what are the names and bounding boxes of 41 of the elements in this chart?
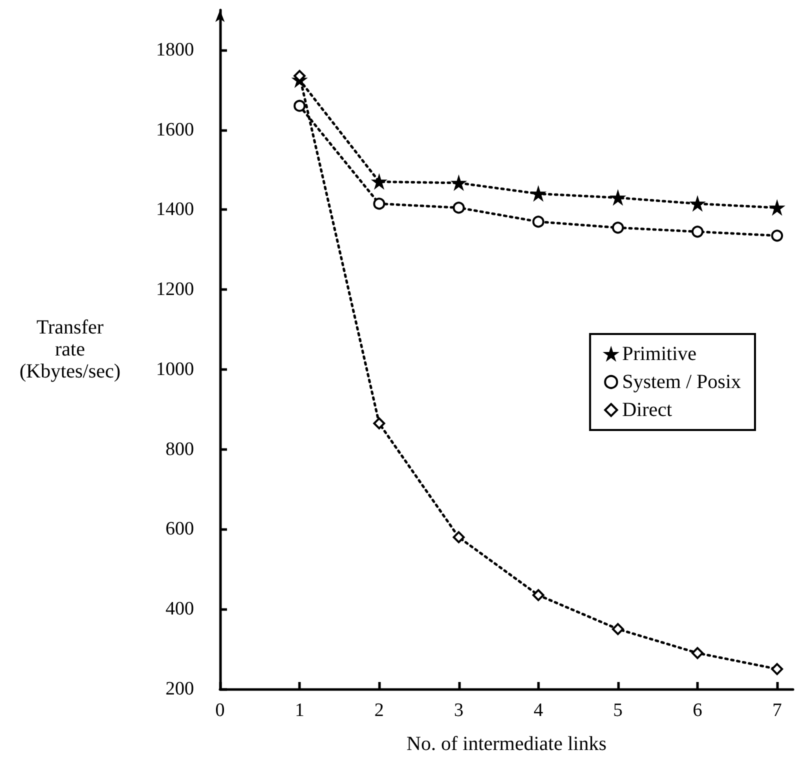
- point: [692, 647, 704, 660]
- point: [294, 100, 306, 112]
- y-tick-label: 800: [166, 438, 194, 460]
- legend-label: Direct: [622, 399, 672, 421]
- y-tick-label: 200: [166, 678, 194, 700]
- point: [532, 589, 544, 602]
- point: [771, 230, 784, 242]
- point: [612, 222, 624, 234]
- point: [532, 216, 544, 228]
- point: [373, 198, 386, 210]
- y-tick-label: 1000: [156, 358, 194, 380]
- point: [692, 226, 704, 238]
- x-tick-label: 2: [374, 700, 384, 721]
- point: [452, 202, 465, 214]
- x-tick-label: 1: [294, 700, 304, 721]
- x-axis-title: No. of intermediate links: [406, 733, 607, 755]
- point: [770, 200, 784, 214]
- point: [372, 174, 386, 188]
- y-tick-label: 1400: [156, 199, 194, 220]
- y-axis-title: Transfer rate (Kbytes/sec): [19, 316, 121, 382]
- point: [771, 663, 784, 676]
- x-tick-label: 3: [454, 700, 464, 721]
- y-tick-label: 1600: [156, 119, 194, 140]
- point: [690, 196, 704, 210]
- legend-label: Primitive: [622, 343, 697, 365]
- point: [373, 417, 386, 430]
- x-tick-label: 6: [692, 700, 702, 721]
- point: [612, 623, 624, 636]
- x-tick-label: 0: [215, 700, 225, 721]
- legend-label: System / Posix: [622, 371, 742, 393]
- x-tick-label: 4: [534, 700, 544, 721]
- point: [452, 531, 465, 544]
- y-tick-label: 1200: [156, 279, 194, 300]
- point: [532, 186, 546, 200]
- y-tick-label: 1800: [156, 39, 194, 60]
- x-tick-label: 7: [772, 700, 782, 721]
- x-tick-label: 5: [613, 700, 623, 721]
- point: [611, 190, 625, 204]
- y-tick-label: 400: [166, 598, 194, 620]
- point: [452, 176, 466, 190]
- y-tick-label: 600: [166, 518, 194, 540]
